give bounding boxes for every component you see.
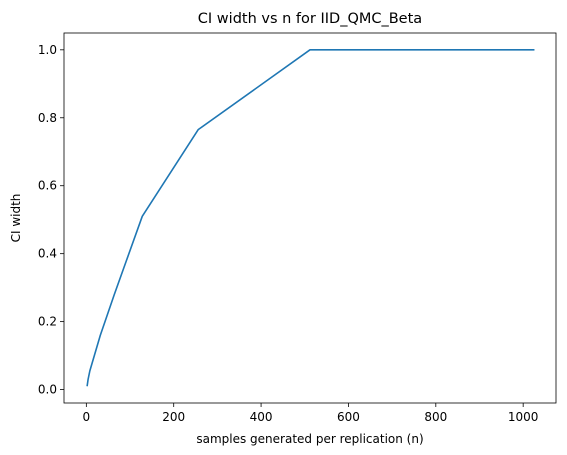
x-tick-label: 800	[424, 410, 447, 424]
x-tick-label: 0	[83, 410, 91, 424]
x-tick-label: 400	[250, 410, 273, 424]
y-tick-label: 0.6	[38, 179, 57, 193]
y-tick-label: 0.0	[38, 383, 57, 397]
y-tick-label: 0.2	[38, 315, 57, 329]
x-axis-label: samples generated per replication (n)	[196, 432, 423, 446]
x-tick-label: 600	[337, 410, 360, 424]
x-tick-label: 200	[162, 410, 185, 424]
y-tick-label: 0.4	[38, 247, 57, 261]
series-line-0	[86, 49, 535, 387]
chart-title: CI width vs n for IID_QMC_Beta	[198, 11, 422, 27]
y-tick-label: 0.8	[38, 111, 57, 125]
x-tick-label: 1000	[508, 410, 539, 424]
axes-frame	[63, 32, 557, 404]
plot-area	[63, 32, 557, 404]
x-axis-ticks: 0 200 400 600 800 1000	[83, 403, 539, 424]
y-axis-label: CI width	[9, 194, 23, 243]
y-axis-ticks: 0.0 0.2 0.4 0.6 0.8 1.0	[38, 43, 64, 397]
y-tick-label: 1.0	[38, 43, 57, 57]
